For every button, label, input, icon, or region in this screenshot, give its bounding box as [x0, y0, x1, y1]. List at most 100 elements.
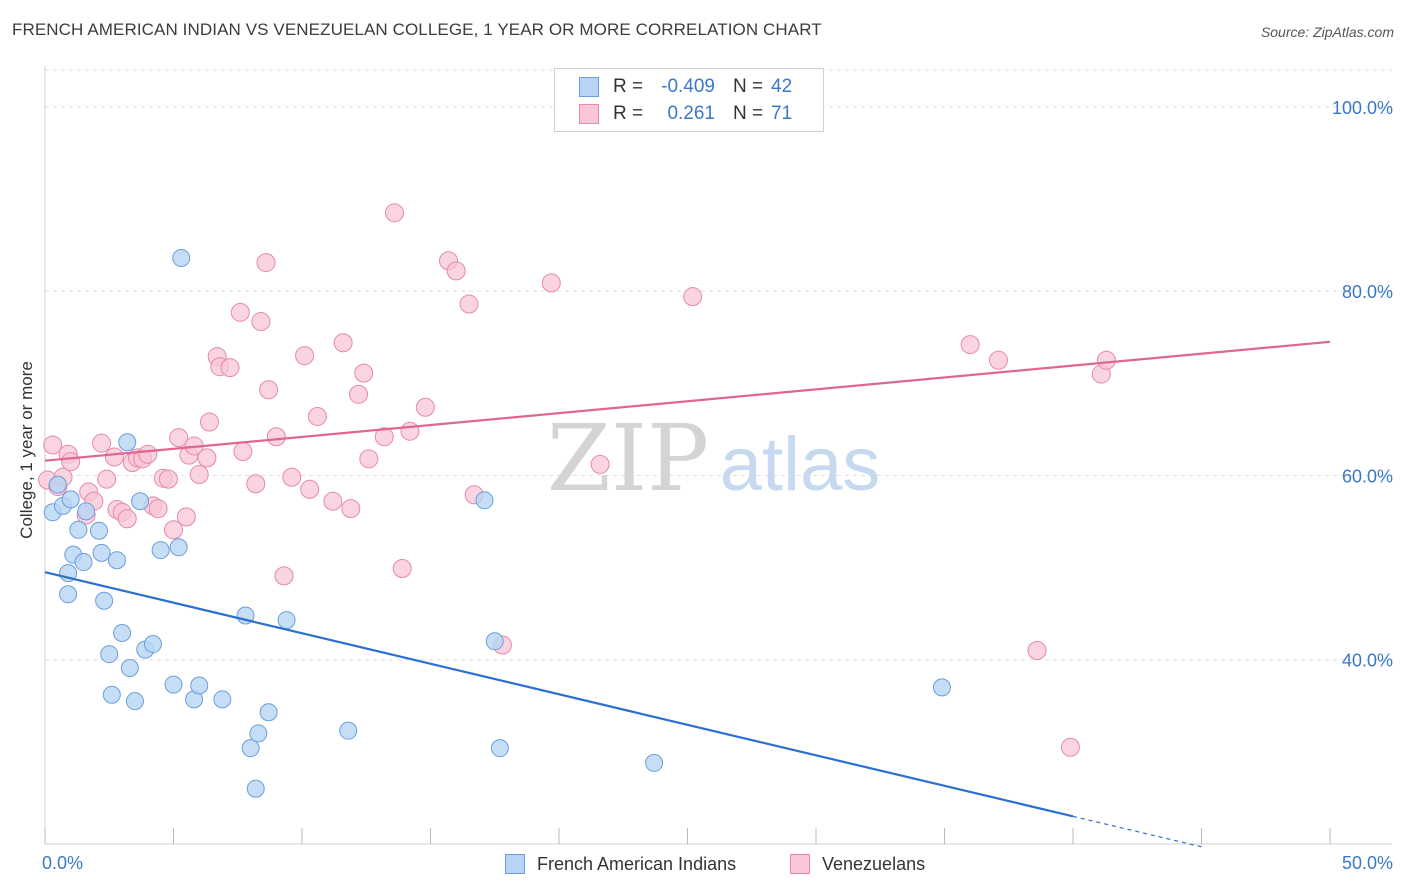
french-american-indians-trend-extension: [1072, 815, 1202, 848]
french-american-indians-point: [490, 739, 509, 758]
venezuelans-point: [117, 509, 137, 529]
venezuelans-point: [158, 469, 178, 489]
venezuelans-point: [220, 358, 240, 378]
french-american-indians-point: [131, 492, 150, 511]
x-tick-label: 50.0%: [1342, 853, 1393, 873]
legend-row-french-american-indians: R = -0.409 N = 42: [579, 75, 811, 99]
french-american-indians-point: [932, 678, 951, 697]
french-american-indians-point: [339, 721, 358, 740]
french-american-indians-point: [61, 490, 80, 509]
venezuelans-point: [1027, 641, 1047, 660]
french-american-indians-point: [164, 675, 183, 694]
watermark-atlas: atlas: [720, 422, 881, 507]
french-american-indians-point: [69, 520, 88, 539]
r-label: R =: [613, 103, 644, 124]
venezuelans-point: [148, 499, 168, 519]
french-american-indians-point: [48, 475, 67, 494]
legend-swatch-pink: [579, 104, 599, 124]
french-american-indians-point: [118, 433, 137, 452]
venezuelans-point: [259, 380, 279, 400]
n-value: 71: [771, 103, 793, 124]
french-american-indians-point: [102, 685, 121, 704]
legend-item-french-american-indians: French American Indians: [505, 852, 736, 876]
legend-swatch-pink: [790, 854, 810, 874]
venezuelans-point: [256, 253, 276, 273]
watermark-zip: ZIP: [547, 405, 709, 512]
y-tick-label: 60.0%: [1342, 466, 1393, 486]
legend-swatch-blue: [505, 854, 525, 874]
french-american-indians-point: [645, 753, 664, 772]
venezuelans-point: [323, 491, 343, 511]
trend-lines: [44, 340, 1331, 848]
french-american-indians-point: [249, 724, 268, 743]
r-value: 0.261: [667, 103, 715, 124]
grid-lines: [45, 69, 1392, 661]
venezuelans-point: [590, 454, 610, 474]
venezuelans-point: [61, 452, 81, 472]
x-tick-label: 0.0%: [42, 853, 83, 873]
french-american-indians-point: [259, 703, 278, 722]
venezuelans-point: [683, 287, 703, 307]
venezuelans-point: [199, 412, 219, 432]
french-american-indians-point: [241, 739, 260, 758]
venezuelans-point: [392, 558, 412, 578]
venezuelans-point: [282, 467, 302, 487]
venezuelans-point: [97, 469, 117, 489]
venezuelans-point: [295, 346, 315, 366]
y-axis-label: College, 1 year or more: [17, 361, 36, 539]
venezuelans-point: [960, 335, 980, 355]
venezuelans-point: [169, 428, 189, 448]
venezuelans-point: [1096, 350, 1116, 370]
venezuelans-point: [374, 427, 394, 447]
legend-item-venezuelans: Venezuelans: [790, 852, 925, 876]
venezuelans-point: [197, 448, 217, 468]
legend-label: Venezuelans: [822, 853, 926, 874]
venezuelans-point: [92, 433, 112, 453]
venezuelans-trend-line: [44, 340, 1331, 462]
venezuelans-point: [189, 465, 209, 485]
venezuelans-point: [233, 441, 253, 461]
french-american-indians-point: [74, 553, 93, 572]
venezuelans-point: [1060, 737, 1080, 757]
venezuelans-point: [104, 447, 124, 467]
series-french-american-indians: [43, 248, 951, 798]
venezuelans-point: [230, 302, 250, 322]
venezuelans-point: [341, 499, 361, 519]
french-american-indians-point: [113, 623, 132, 642]
venezuelans-point: [138, 444, 158, 464]
source-credit: Source: ZipAtlas.com: [1260, 24, 1394, 40]
french-american-indians-point: [107, 551, 126, 570]
venezuelans-point: [43, 435, 63, 455]
french-american-indians-point: [485, 632, 504, 651]
venezuelans-point: [988, 350, 1008, 370]
french-american-indians-trend-line: [44, 571, 1074, 818]
venezuelans-point: [176, 507, 196, 527]
french-american-indians-point: [59, 585, 78, 604]
french-american-indians-point: [151, 541, 170, 560]
french-american-indians-point: [246, 779, 265, 798]
venezuelans-point: [300, 479, 320, 499]
y-tick-label: 80.0%: [1342, 282, 1393, 302]
french-american-indians-point: [169, 538, 188, 557]
french-american-indians-point: [190, 676, 209, 695]
french-american-indians-point: [77, 502, 96, 521]
french-american-indians-point: [95, 591, 114, 610]
legend-label: French American Indians: [537, 853, 737, 874]
y-tick-label: 100.0%: [1332, 98, 1393, 118]
french-american-indians-point: [277, 611, 296, 630]
venezuelans-point: [385, 203, 405, 223]
venezuelans-point: [333, 333, 353, 353]
r-value: -0.409: [661, 76, 715, 97]
venezuelans-point: [164, 520, 183, 540]
french-american-indians-point: [172, 248, 191, 267]
venezuelans-point: [274, 566, 294, 586]
french-american-indians-point: [100, 645, 119, 664]
r-label: R =: [613, 76, 644, 97]
french-american-indians-point: [89, 521, 108, 540]
venezuelans-point: [266, 427, 286, 447]
venezuelans-point: [354, 363, 374, 383]
legend-swatch-blue: [579, 77, 599, 97]
french-american-indians-point: [143, 635, 162, 654]
venezuelans-point: [400, 421, 420, 441]
